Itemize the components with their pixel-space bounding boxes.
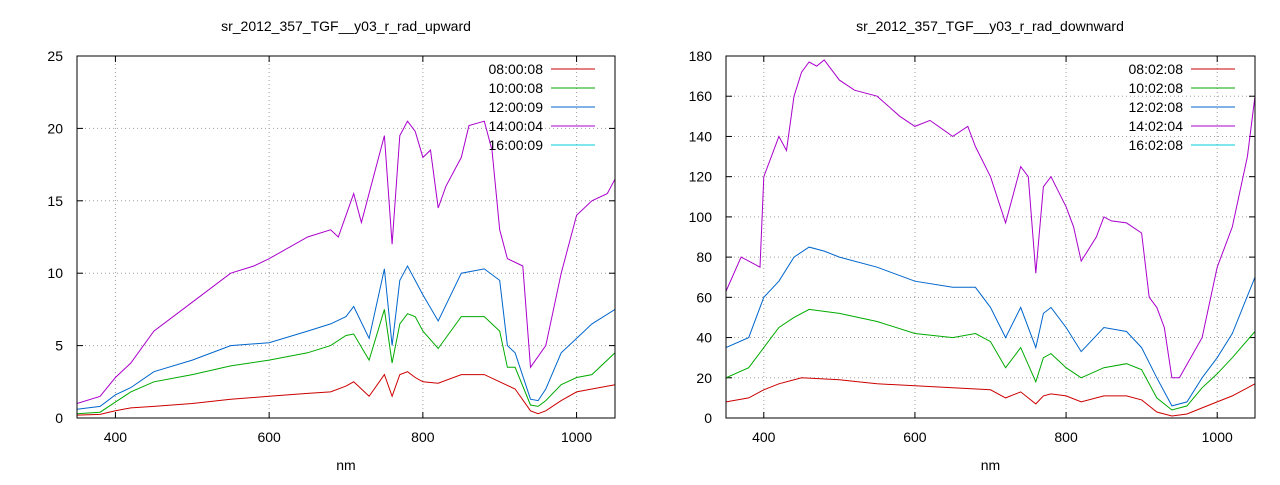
x-tick-label: 1000 [561, 429, 592, 445]
x-axis-label: nm [981, 457, 1000, 473]
y-tick-label: 60 [696, 289, 712, 305]
y-tick-label: 120 [689, 169, 713, 185]
series-line-1 [77, 371, 615, 416]
plot-border [76, 55, 616, 419]
legend-label: 14:00:04 [489, 118, 544, 134]
plot-border [725, 55, 1256, 419]
series-line-1 [726, 377, 1255, 417]
chart-panel-2: 400 600 800 1000 0 20 40 60 80 100 120 140 160 180 08:… [689, 18, 1256, 473]
y-tick-label: 160 [689, 88, 713, 104]
x-tick-label: 400 [104, 429, 128, 445]
series-line-4 [77, 120, 615, 404]
legend-label: 12:02:08 [1129, 99, 1184, 115]
x-tick-label: 600 [257, 429, 281, 445]
y-tick-label: 140 [689, 128, 713, 144]
x-tick-label: 600 [903, 429, 927, 445]
y-tick-label: 40 [696, 330, 712, 346]
y-tick-label: 5 [55, 338, 63, 354]
y-tick-label: 0 [55, 410, 63, 426]
x-axis-label: nm [336, 457, 355, 473]
y-tick-label: 20 [47, 120, 63, 136]
y-tick-label: 20 [696, 370, 712, 386]
x-tick-label: 800 [411, 429, 435, 445]
legend-label: 16:02:08 [1129, 137, 1184, 153]
chart-title: sr_2012_357_TGF__y03_r_rad_downward [856, 18, 1124, 34]
x-tick-label: 800 [1054, 429, 1078, 445]
x-tick-label: 400 [752, 429, 776, 445]
legend-label: 10:00:08 [489, 80, 544, 96]
legend-label: 10:02:08 [1129, 80, 1184, 96]
legend-label: 08:00:08 [489, 61, 544, 77]
y-tick-label: 100 [689, 209, 713, 225]
legend-label: 16:00:09 [489, 137, 544, 153]
chart-panel-1: 400 600 800 1000 0 5 10 15 20 25 08:00:08 10:00:08 1… [47, 18, 616, 473]
y-tick-label: 80 [696, 249, 712, 265]
y-tick-label: 25 [47, 48, 63, 64]
series-line-4 [726, 59, 1255, 379]
legend-label: 14:02:04 [1129, 118, 1184, 134]
y-tick-label: 0 [704, 410, 712, 426]
series-line-3 [726, 246, 1255, 407]
legend-label: 08:02:08 [1129, 61, 1184, 77]
x-tick-label: 1000 [1202, 429, 1233, 445]
y-tick-label: 15 [47, 193, 63, 209]
legend-label: 12:00:09 [489, 99, 544, 115]
series-line-2 [77, 309, 615, 415]
series-line-3 [77, 264, 615, 410]
y-tick-label: 10 [47, 265, 63, 281]
chart-title: sr_2012_357_TGF__y03_r_rad_upward [221, 18, 471, 34]
y-tick-label: 180 [689, 48, 713, 64]
series-line-2 [726, 308, 1255, 411]
